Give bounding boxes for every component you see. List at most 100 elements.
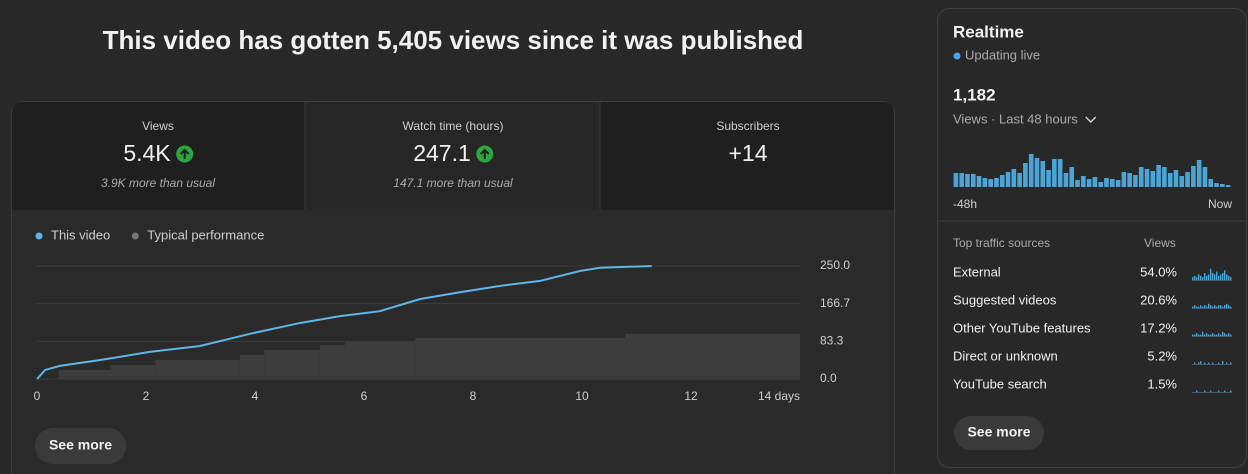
sparkline-bar	[1192, 277, 1194, 280]
x-tick-label: 2	[143, 389, 150, 403]
sparkline-bar	[1206, 333, 1208, 336]
sparkline-bar	[1224, 333, 1226, 336]
sparkline-bar	[1198, 334, 1200, 336]
realtime-bar	[1121, 172, 1127, 187]
x-tick-label: 12	[684, 389, 698, 403]
realtime-bar	[1196, 160, 1202, 187]
realtime-bar	[1011, 169, 1017, 187]
sparkline-bar	[1204, 362, 1206, 364]
sparkline-bar	[1206, 306, 1208, 308]
realtime-bar	[1028, 154, 1034, 187]
metric-note: 3.9K more than usual	[101, 176, 215, 190]
sparkline-bar	[1210, 268, 1212, 280]
sparkline-bar	[1212, 362, 1214, 364]
sparkline-bar	[1228, 333, 1230, 336]
realtime-bar	[1046, 170, 1051, 187]
realtime-total: 1,182	[953, 85, 996, 104]
sparkline-bar	[1210, 334, 1212, 336]
see-more-button[interactable]	[954, 416, 1044, 450]
sparkline-bar	[1198, 274, 1200, 280]
x-tick-label: -48h	[953, 197, 977, 211]
realtime-bar	[1138, 167, 1144, 187]
dropdown-chevron[interactable]	[1085, 116, 1097, 124]
realtime-bar	[1133, 175, 1138, 187]
sparkline-bar	[1218, 362, 1220, 364]
sparkline-bar	[1206, 275, 1208, 280]
realtime-bar	[1173, 170, 1179, 187]
realtime-status: Updating live	[965, 47, 1040, 62]
sparkline-bar	[1224, 305, 1226, 308]
realtime-bar	[1057, 159, 1063, 187]
page-title: This video has gotten 5,405 views since …	[103, 25, 804, 55]
tab-watch-time[interactable]	[305, 102, 600, 210]
traffic-source: YouTube search	[953, 376, 1047, 391]
y-tick-label: 250.0	[820, 258, 850, 272]
sparkline-bar	[1218, 390, 1220, 392]
typical-area	[344, 341, 416, 379]
typical-area	[319, 345, 345, 379]
traffic-source: Direct or unknown	[953, 348, 1058, 363]
see-more-button[interactable]	[35, 428, 126, 464]
see-more-label[interactable]: See more	[967, 424, 1030, 440]
realtime-bar	[1225, 185, 1231, 187]
realtime-bar	[1144, 169, 1150, 187]
sparkline-bar	[1226, 334, 1228, 336]
typical-area	[58, 369, 111, 379]
see-more-label[interactable]: See more	[49, 437, 112, 453]
x-tick-label: Now	[1208, 197, 1232, 211]
realtime-bar	[1150, 171, 1156, 187]
realtime-bar	[1098, 182, 1103, 187]
sparkline-bar	[1216, 271, 1218, 280]
realtime-bar	[1081, 176, 1086, 187]
sparkline-bar	[1198, 306, 1200, 308]
sparkline-bar	[1204, 334, 1206, 336]
legend-label[interactable]: This video	[51, 227, 110, 242]
sparkline-bar	[1220, 334, 1222, 336]
realtime-bar	[1191, 166, 1196, 187]
sparkline-bar	[1194, 362, 1196, 364]
realtime-bar	[965, 174, 970, 187]
realtime-bar	[1179, 176, 1185, 187]
metric-label: Subscribers	[716, 119, 779, 133]
typical-area	[415, 337, 626, 379]
sparkline-bar	[1202, 331, 1204, 336]
realtime-bar	[1052, 159, 1057, 187]
sparkline-bar	[1218, 305, 1220, 308]
sparkline-bar	[1214, 274, 1216, 280]
sparkline-bar	[1204, 390, 1206, 392]
realtime-bar	[1092, 177, 1098, 187]
tab-views[interactable]	[12, 102, 305, 210]
realtime-metric[interactable]: Views · Last 48 hours	[953, 111, 1078, 126]
sparkline-bar	[1208, 362, 1210, 364]
trend-up-arrow	[480, 148, 490, 159]
sparkline-bar	[1202, 277, 1204, 280]
sparkline-bar	[1210, 305, 1212, 308]
realtime-bar	[994, 178, 999, 187]
metric-value: 247.1	[413, 140, 471, 166]
sparkline-bar	[1222, 331, 1224, 336]
realtime-bar	[1167, 173, 1173, 187]
tab-subscribers[interactable]	[600, 102, 894, 210]
sparkline-bar	[1200, 361, 1202, 364]
realtime-bar	[1156, 165, 1161, 187]
realtime-bar	[959, 173, 964, 187]
sparkline-bar	[1200, 275, 1202, 280]
series-line	[36, 265, 652, 380]
realtime-bar	[1104, 178, 1109, 187]
realtime-bar	[1127, 173, 1132, 187]
legend-label[interactable]: Typical performance	[147, 227, 264, 242]
traffic-source: Other YouTube features	[953, 320, 1091, 335]
realtime-bar	[1069, 167, 1075, 187]
sparkline-bar	[1226, 303, 1228, 308]
typical-area	[625, 333, 800, 379]
realtime-bar	[982, 178, 988, 187]
y-tick-label: 0.0	[820, 371, 837, 385]
x-tick-label: 0	[34, 389, 41, 403]
realtime-bar	[1086, 179, 1092, 187]
y-tick-label: 83.3	[820, 334, 844, 348]
metric-label: Watch time (hours)	[403, 119, 504, 133]
traffic-title: Top traffic sources	[953, 236, 1050, 250]
sparkline-bar	[1230, 277, 1232, 280]
